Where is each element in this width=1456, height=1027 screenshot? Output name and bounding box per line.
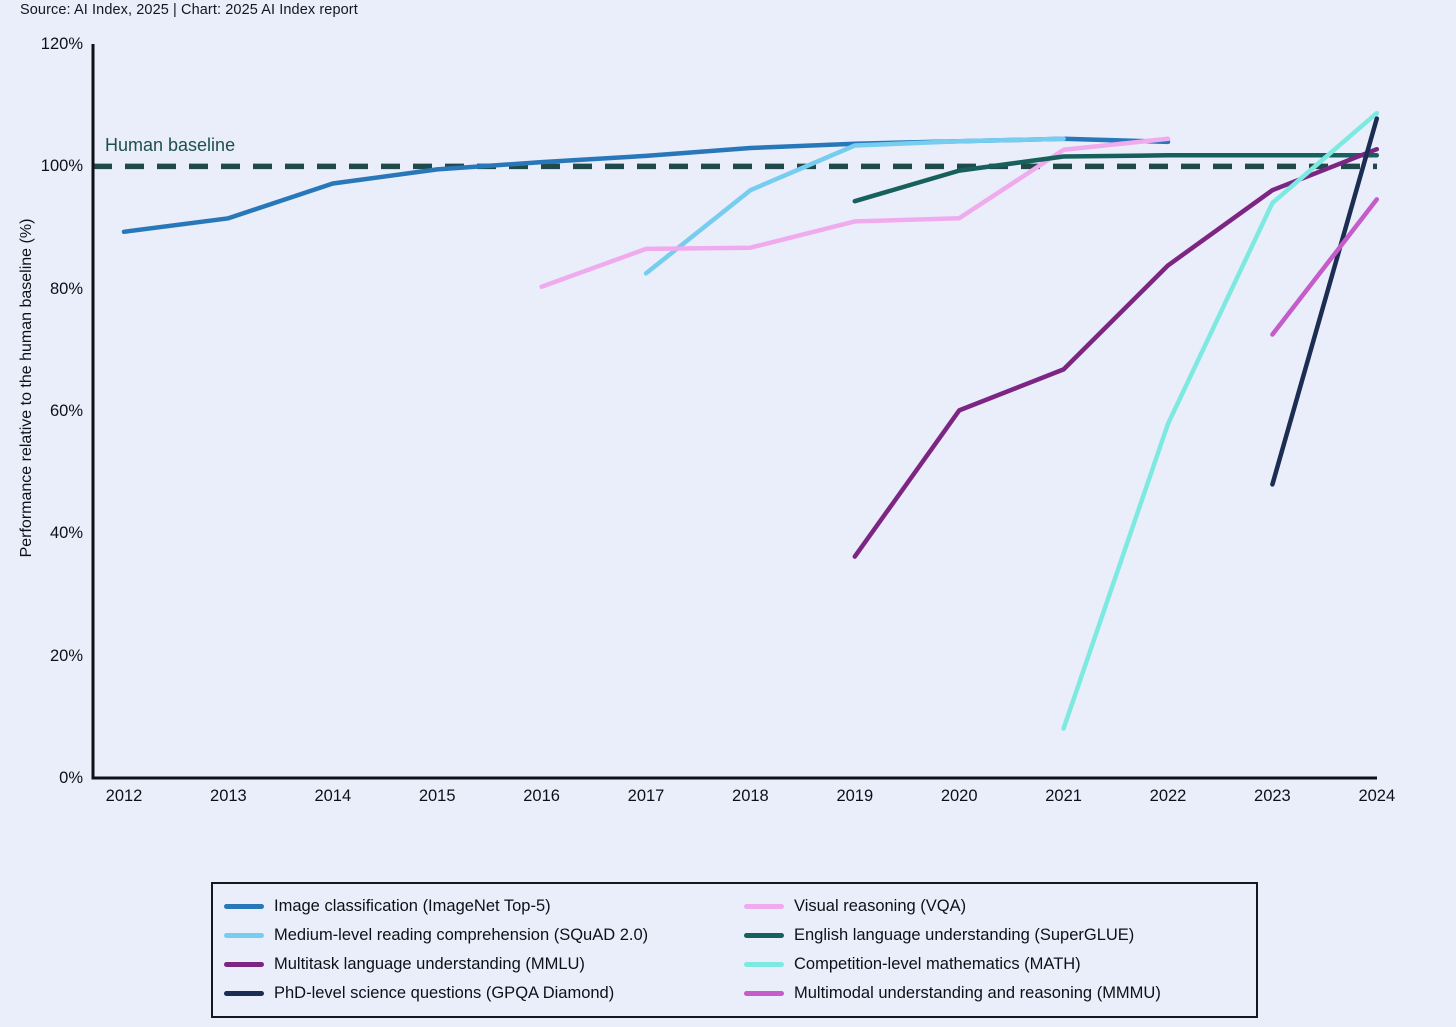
x-tick-label: 2016 (523, 787, 560, 805)
x-tick-label: 2024 (1358, 787, 1396, 805)
series-line (852, 146, 1380, 559)
legend-label: Medium-level reading comprehension (SQuA… (274, 926, 649, 944)
y-tick-label: 120% (40, 35, 83, 53)
legend-label: English language understanding (SuperGLU… (794, 926, 1135, 944)
legend-label: Multitask language understanding (MMLU) (274, 955, 585, 973)
series-line (643, 136, 1066, 276)
y-tick-label: 0% (59, 769, 83, 787)
series-line (1061, 110, 1380, 731)
legend-swatch (744, 961, 784, 968)
legend-swatch (224, 990, 264, 997)
legend-item: Image classification (ImageNet Top-5) (224, 892, 744, 921)
legend-item: English language understanding (SuperGLU… (744, 921, 1246, 950)
legend-item: Visual reasoning (VQA) (744, 892, 1246, 921)
y-tick-label: 80% (49, 279, 83, 298)
series-line (852, 153, 1380, 204)
y-axis-title: Performance relative to the human baseli… (18, 218, 35, 558)
x-tick-label: 2021 (1045, 787, 1082, 805)
series-line (539, 136, 1171, 290)
x-tick-label: 2018 (732, 787, 769, 805)
x-tick-label: 2017 (627, 787, 665, 805)
chart-canvas (91, 44, 1380, 780)
legend-swatch (744, 990, 784, 997)
legend-item: Multitask language understanding (MMLU) (224, 950, 744, 979)
legend-label: PhD-level science questions (GPQA Diamon… (274, 984, 615, 1002)
series-line (1270, 197, 1380, 337)
legend-label: Competition-level mathematics (MATH) (794, 955, 1081, 973)
legend-item: Medium-level reading comprehension (SQuA… (224, 921, 744, 950)
legend-item: Multimodal understanding and reasoning (… (744, 979, 1246, 1008)
y-tick-label: 100% (40, 157, 83, 176)
series-line (1270, 116, 1380, 487)
legend-label: Image classification (ImageNet Top-5) (274, 897, 551, 915)
x-tick-label: 2013 (210, 787, 247, 805)
legend-swatch (224, 961, 264, 968)
source-attribution: Source: AI Index, 2025 | Chart: 2025 AI … (20, 2, 358, 18)
legend-label: Multimodal understanding and reasoning (… (794, 984, 1161, 1002)
legend-item: PhD-level science questions (GPQA Diamon… (224, 979, 744, 1008)
legend-item: Competition-level mathematics (MATH) (744, 950, 1246, 979)
x-tick-label: 2022 (1149, 787, 1187, 805)
legend-swatch (224, 932, 264, 939)
y-tick-label: 20% (49, 646, 83, 665)
x-tick-label: 2019 (836, 787, 874, 805)
chart-legend: Image classification (ImageNet Top-5) Med… (211, 882, 1258, 1018)
legend-swatch (744, 903, 784, 910)
legend-swatch (224, 903, 264, 910)
y-tick-label: 60% (49, 402, 83, 420)
x-tick-label: 2014 (314, 787, 352, 805)
legend-swatch (744, 932, 784, 939)
x-tick-label: 2015 (418, 787, 456, 805)
x-tick-label: 2020 (940, 787, 978, 805)
x-tick-label: 2012 (105, 787, 143, 805)
legend-label: Visual reasoning (VQA) (794, 897, 967, 915)
x-tick-label: 2023 (1254, 787, 1291, 805)
human-baseline-label: Human baseline (105, 135, 236, 155)
y-tick-label: 40% (49, 524, 83, 543)
